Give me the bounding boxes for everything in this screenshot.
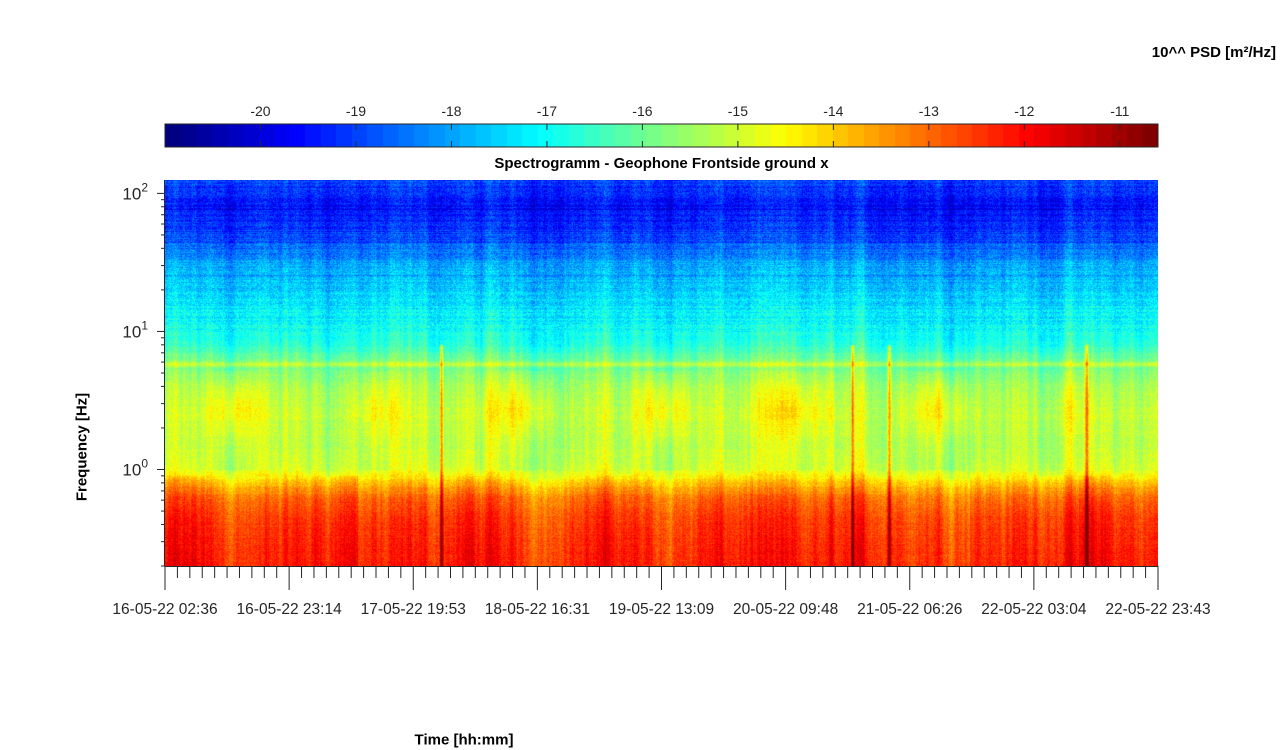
x-tick-label: 19-05-22 13:09 — [609, 601, 714, 618]
x-axis-label: Time [hh:mm] — [414, 731, 514, 749]
y-tick-exponent: 1 — [141, 318, 148, 332]
x-tick-label: 21-05-22 06:26 — [857, 601, 962, 618]
colorbar-tick-label: -12 — [1014, 103, 1034, 119]
spectrogram-image — [165, 180, 1158, 566]
colorbar-tick-label: -18 — [441, 103, 461, 119]
colorbar-tick-label: -15 — [728, 103, 748, 119]
colorbar-tick-label: -16 — [632, 103, 652, 119]
colorbar-tick-label: -11 — [1110, 103, 1129, 119]
chart-title: Spectrogramm - Geophone Frontside ground… — [494, 155, 829, 172]
x-tick-label: 18-05-22 16:31 — [485, 601, 590, 618]
colorbar-tick-label: -13 — [919, 103, 939, 119]
x-tick-label: 16-05-22 02:36 — [112, 601, 217, 618]
colorbar-tick-label: -17 — [537, 103, 557, 119]
x-ticks — [164, 566, 1159, 590]
x-tick-label: 22-05-22 03:04 — [981, 601, 1087, 618]
x-tick-label: 17-05-22 19:53 — [361, 601, 466, 618]
x-tick-labels: 16-05-22 02:36 16-05-22 23:14 17-05-22 19:… — [112, 601, 1210, 618]
y-tick-exponent: 2 — [141, 180, 148, 194]
y-tick-label: 102 — [122, 180, 148, 203]
x-tick-label: 16-05-22 23:14 — [237, 601, 343, 618]
y-tick-base: 10 — [122, 461, 141, 480]
colorbar — [164, 123, 1159, 148]
y-tick-base: 10 — [122, 322, 141, 341]
y-tick-label: 100 — [122, 457, 148, 480]
colorbar-tick-label: -20 — [250, 103, 270, 119]
colorbar-title: 10^^ PSD [m²/Hz] — [1151, 44, 1276, 61]
colorbar-ticks — [259, 124, 1121, 147]
x-tick-label: 20-05-22 09:48 — [733, 601, 838, 618]
colorbar-tick-label: -14 — [823, 103, 843, 119]
y-tick-label: 101 — [122, 318, 148, 341]
y-ticks — [157, 192, 165, 567]
x-tick-label: 22-05-22 23:43 — [1105, 601, 1210, 618]
colorbar-tick-labels: -20 -19 -18 -17 -16 -15 -14 -13 -12 -11 — [250, 103, 1129, 119]
colorbar-tick-label: -19 — [346, 103, 366, 119]
y-tick-exponent: 0 — [141, 457, 148, 471]
y-tick-base: 10 — [122, 184, 141, 203]
